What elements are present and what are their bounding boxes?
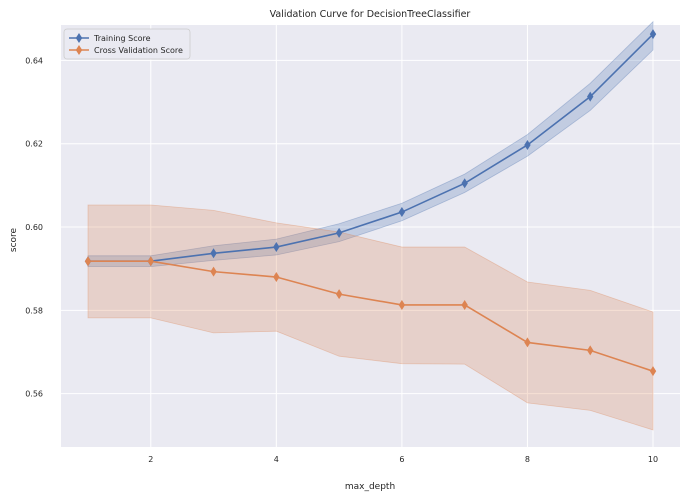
data-point-0 bbox=[587, 91, 594, 102]
y-tick-labels: 0.56 0.58 0.60 0.62 0.64 bbox=[25, 56, 43, 398]
grid-lines bbox=[61, 25, 680, 447]
legend-swatch-marker bbox=[75, 45, 83, 55]
y-tick-label: 0.60 bbox=[25, 223, 43, 232]
confidence-band-1 bbox=[87, 204, 654, 431]
series-markers bbox=[84, 29, 657, 377]
series-lines bbox=[87, 33, 654, 372]
x-tick-label: 2 bbox=[148, 455, 153, 464]
x-tick-label: 6 bbox=[399, 455, 404, 464]
chart-title: Validation Curve for DecisionTreeClassif… bbox=[270, 9, 471, 20]
data-point-0 bbox=[461, 178, 468, 189]
y-axis-label: score bbox=[9, 227, 19, 252]
confidence-bands bbox=[87, 20, 654, 431]
plot-area bbox=[61, 25, 680, 447]
data-point-0 bbox=[398, 207, 406, 218]
data-point-1 bbox=[461, 299, 468, 310]
confidence-band-0 bbox=[87, 20, 654, 268]
y-tick-label: 0.56 bbox=[25, 390, 43, 399]
x-axis-label: max_depth bbox=[345, 482, 395, 492]
data-point-0 bbox=[649, 29, 657, 40]
x-tick-label: 4 bbox=[274, 455, 279, 464]
data-point-1 bbox=[398, 299, 406, 310]
data-point-1 bbox=[587, 345, 594, 356]
data-point-0 bbox=[273, 242, 280, 253]
y-tick-label: 0.62 bbox=[25, 140, 43, 149]
data-point-1 bbox=[273, 272, 280, 283]
x-tick-label: 8 bbox=[525, 455, 530, 464]
x-tick-labels: 2 4 6 8 10 bbox=[148, 455, 658, 464]
data-point-1 bbox=[335, 289, 343, 300]
data-point-1 bbox=[524, 337, 531, 348]
series-line-1 bbox=[87, 260, 654, 372]
series-line-0 bbox=[87, 33, 654, 263]
data-point-1 bbox=[210, 266, 217, 277]
legend-swatch-marker bbox=[75, 33, 83, 43]
data-point-1 bbox=[84, 256, 92, 267]
data-point-0 bbox=[524, 139, 531, 150]
data-point-0 bbox=[210, 248, 217, 259]
y-tick-label: 0.58 bbox=[25, 306, 43, 315]
x-tick-label: 10 bbox=[648, 455, 658, 464]
data-point-0 bbox=[335, 227, 343, 238]
data-point-1 bbox=[147, 256, 154, 267]
legend-box bbox=[63, 28, 191, 60]
legend-label: Cross Validation Score bbox=[94, 46, 183, 55]
legend: Training Score Cross Validation Score bbox=[63, 28, 191, 60]
legend-label: Training Score bbox=[93, 34, 151, 43]
data-point-1 bbox=[649, 366, 657, 377]
y-tick-label: 0.64 bbox=[25, 56, 43, 65]
